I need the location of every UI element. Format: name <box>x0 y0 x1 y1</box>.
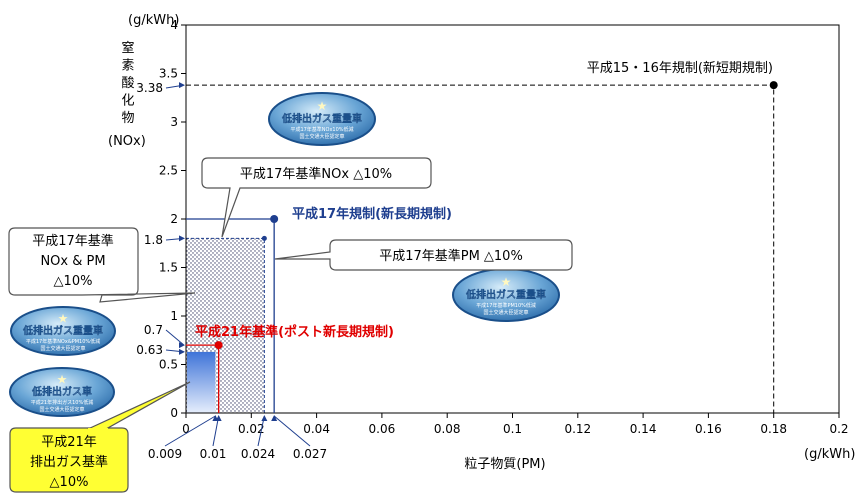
badge-title: 低排出ガス重量車 <box>281 112 362 125</box>
y-axis-label-char: 素 <box>121 59 134 74</box>
badge-title: 低排出ガス車 <box>31 385 92 398</box>
h21-10pct-region <box>187 351 216 413</box>
data-point <box>214 341 223 350</box>
x-value-arrow <box>273 415 311 447</box>
y-axis-label-char: 酸 <box>121 76 134 91</box>
y-value-arrow <box>165 329 185 346</box>
y-tick-label: 2.5 <box>159 164 178 178</box>
data-point-label: 平成17年規制(新長期規制) <box>292 206 452 222</box>
x-axis-label: 粒子物質(PM) <box>464 457 545 472</box>
x-tick-label: 0.1 <box>503 422 522 436</box>
x-tick-label: 0.06 <box>369 422 396 436</box>
data-point-label: 平成15・16年規制(新短期規制) <box>587 60 773 76</box>
y-axis-label-char: 物 <box>121 111 134 126</box>
data-point <box>270 215 279 223</box>
badge-ellipse <box>268 92 376 146</box>
y-value-label: 3.38 <box>136 81 163 95</box>
x-tick-label: 0.12 <box>564 422 591 436</box>
plot-frame <box>185 24 840 414</box>
y-tick-label: 1 <box>170 309 178 323</box>
y-axis-label-paren: (NOx) <box>108 134 146 149</box>
callout-h21-line: △10% <box>50 475 89 490</box>
data-point <box>769 81 778 90</box>
x-value-label: 0.027 <box>293 447 327 461</box>
x-value-arrowhead <box>271 415 278 421</box>
y-value-label: 1.8 <box>144 233 163 247</box>
y-value-arrowhead <box>179 82 185 89</box>
callout-h21-box <box>9 427 129 493</box>
badge-sub: 平成17年基準NOx&PM10%低減 <box>26 338 100 345</box>
badge-title: 低排出ガス重量車 <box>465 288 546 301</box>
badge-cert: 国土交通大臣認定車 <box>483 309 528 316</box>
x-value-label: 0.024 <box>241 447 275 461</box>
callout-nox-text: 平成17年基準NOx △10% <box>240 166 392 182</box>
badge-sub: 平成21年排出ガス10%低減 <box>31 399 93 406</box>
badge-ellipse <box>9 367 115 417</box>
x-tick-label: 0.04 <box>303 422 330 436</box>
x-value-arrowhead <box>215 415 222 421</box>
badge-cert: 国土交通大臣認定車 <box>299 133 344 140</box>
x-tick-label: 0.02 <box>238 422 265 436</box>
badge-sub: 平成17年基準PM10%低減 <box>476 302 536 309</box>
y-axis-label-char: 化 <box>121 94 134 109</box>
badges: ★低排出ガス重量車平成17年基準NOx10%低減国土交通大臣認定車★低排出ガス重… <box>9 92 560 417</box>
y-value-arrowhead <box>179 348 185 355</box>
x-tick-label: 0.14 <box>630 422 657 436</box>
y-tick-label: 4 <box>170 18 178 32</box>
callout-nox-box <box>201 157 432 238</box>
callout-both-line: 平成17年基準 <box>32 233 114 249</box>
x-tick-label: 0 <box>182 422 190 436</box>
badge-sub: 平成17年基準NOx10%低減 <box>290 126 353 133</box>
y-tick-label: 2 <box>170 212 178 226</box>
y-value-label: 0.7 <box>144 323 163 337</box>
x-value-label: 0.01 <box>200 447 227 461</box>
x-value-label: 0.009 <box>148 447 182 461</box>
x-tick-label: 0.16 <box>695 422 722 436</box>
star-icon: ★ <box>57 373 68 387</box>
callout-both-line: NOx & PM <box>40 254 105 269</box>
x-value-arrow <box>164 415 216 447</box>
callout-both-box <box>8 227 196 303</box>
y-value-label: 0.63 <box>136 343 163 357</box>
callout-h21-line: 平成21年 <box>41 435 97 450</box>
callouts: 平成17年基準NOx △10% 平成17年基準PM △10% 平成17年基準 NOx … <box>8 157 573 493</box>
star-icon: ★ <box>501 275 512 289</box>
y-tick-label: 0.5 <box>159 358 178 372</box>
star-icon: ★ <box>317 99 328 113</box>
y-tick-label: 3 <box>170 115 178 129</box>
y-tick-label: 1.5 <box>159 261 178 275</box>
callout-pm-text: 平成17年基準PM △10% <box>379 248 523 264</box>
x-value-arrowhead <box>261 415 268 421</box>
axes: 0 0.02 0.04 0.06 0.08 0.1 0.12 0.14 0.16 0.18 0.2 0… <box>136 18 848 461</box>
y-value-arrowhead <box>179 342 185 349</box>
y-value-arrowhead <box>179 235 185 242</box>
badge-cert: 国土交通大臣認定車 <box>39 406 84 413</box>
badge-ellipse <box>10 306 116 356</box>
callout-pm-box <box>274 239 573 271</box>
x-unit-label: (g/kWh) <box>804 447 855 462</box>
data-point <box>261 235 267 241</box>
x-tick-label: 0.18 <box>760 422 787 436</box>
y-axis-label-char: 窒 <box>121 40 134 56</box>
badge-cert: 国土交通大臣認定車 <box>40 345 85 352</box>
x-tick-label: 0.08 <box>434 422 461 436</box>
y-tick-label: 0 <box>170 406 178 420</box>
x-tick-label: 0.2 <box>829 422 848 436</box>
y-unit-label: (g/kWh) <box>128 13 179 28</box>
data-points: 平成15・16年規制(新短期規制) 平成17年規制(新長期規制) 平成21年基準(ポ… <box>195 60 778 350</box>
callout-h21-line: 排出ガス基準 <box>30 454 108 470</box>
data-point-label: 平成21年基準(ポスト新長期規制) <box>195 324 394 340</box>
y-tick-label: 3.5 <box>159 67 178 81</box>
callout-h21-joint <box>88 428 108 431</box>
badge-title: 低排出ガス重量車 <box>22 324 103 337</box>
callout-both-line: △10% <box>54 274 93 289</box>
star-icon: ★ <box>58 312 69 326</box>
